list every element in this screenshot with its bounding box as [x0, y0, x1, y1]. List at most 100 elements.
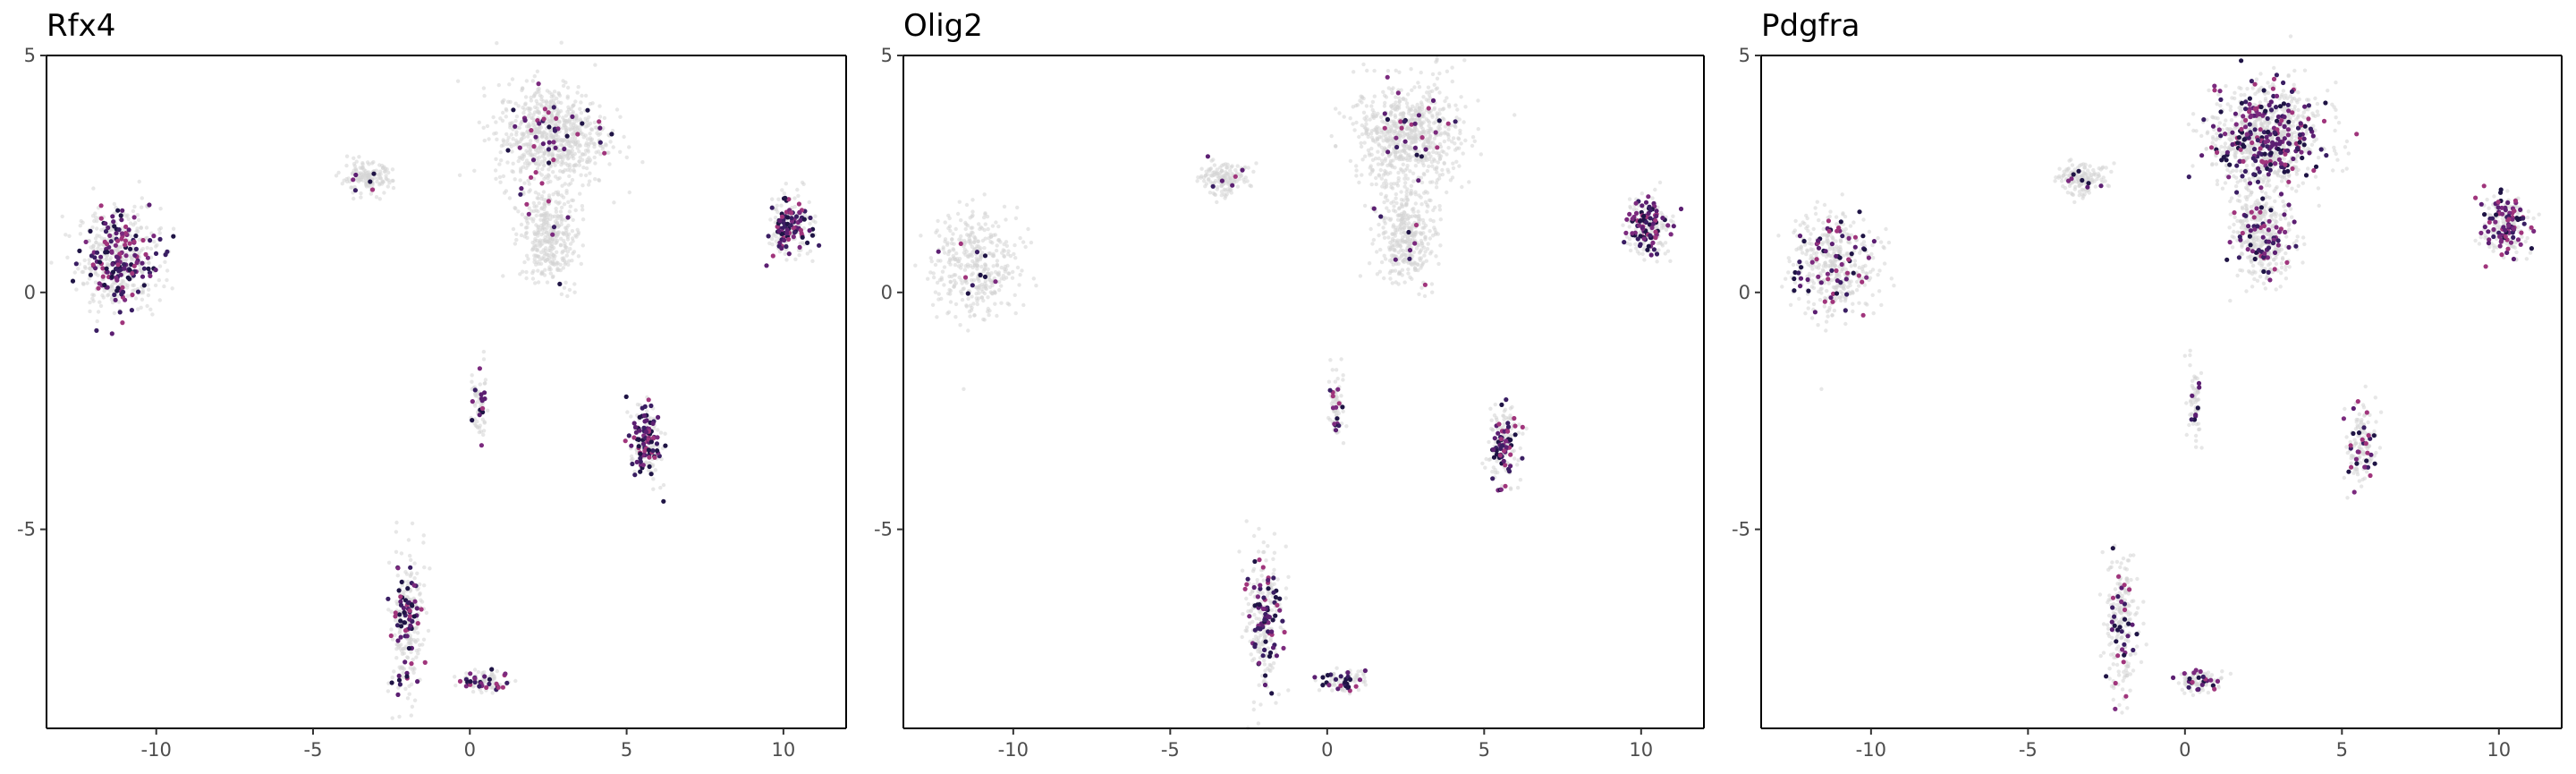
background-cell-point	[414, 625, 419, 630]
background-cell-point	[580, 183, 585, 188]
background-cell-point	[1653, 187, 1657, 192]
background-cell-point	[651, 477, 656, 481]
background-cell-point	[1437, 173, 1442, 177]
expressing-cell-point	[533, 134, 538, 140]
background-cell-point	[1272, 532, 1277, 536]
background-cell-point	[1656, 241, 1660, 246]
background-cell-point	[1420, 130, 1425, 134]
background-cell-point	[811, 218, 816, 223]
background-cell-point	[88, 309, 92, 314]
background-cell-point	[360, 161, 365, 166]
background-cell-point	[513, 101, 518, 106]
expressing-cell-point	[141, 283, 147, 288]
background-cell-point	[1381, 139, 1385, 143]
background-cell-point	[360, 166, 365, 170]
expressing-cell-point	[1623, 230, 1629, 235]
tick-marks	[40, 55, 784, 735]
expressing-cell-point	[116, 227, 122, 233]
expressing-cell-point	[415, 621, 420, 626]
background-cell-point	[990, 241, 995, 245]
background-cell-point	[536, 225, 540, 229]
expressing-cell-point	[529, 174, 534, 180]
background-cell-point	[1410, 262, 1414, 267]
background-cell-point	[1233, 167, 1238, 173]
background-cell-point	[1360, 173, 1364, 177]
background-cell-point	[578, 155, 582, 160]
background-cell-point	[1374, 175, 1378, 181]
background-cell-point	[527, 182, 531, 186]
background-cell-point	[999, 276, 1004, 281]
background-cell-point	[497, 162, 502, 166]
background-cell-point	[1417, 106, 1422, 110]
expressing-cell-point	[504, 680, 510, 685]
background-cell-point	[504, 189, 509, 193]
background-cell-point	[1516, 458, 1521, 463]
background-cell-point	[1400, 204, 1405, 209]
expressing-cell-point	[1423, 147, 1428, 152]
background-cell-point	[987, 309, 992, 313]
background-cell-point	[1026, 226, 1030, 232]
background-cell-point	[1376, 162, 1381, 166]
background-cell-point	[579, 261, 583, 267]
expressing-cell-point	[626, 433, 631, 438]
background-cell-point	[606, 150, 611, 155]
background-cell-point	[542, 213, 547, 217]
background-cell-point	[986, 295, 990, 300]
expressing-cell-point	[1430, 98, 1436, 103]
background-cell-point	[1402, 210, 1407, 215]
background-cell-point	[965, 262, 970, 267]
background-cell-point	[964, 222, 969, 226]
expressing-cell-point	[148, 238, 153, 243]
background-cell-point	[570, 198, 574, 202]
background-cell-point	[481, 357, 487, 361]
background-cell-point	[551, 134, 555, 139]
background-cell-point	[478, 382, 482, 387]
background-cell-point	[1021, 302, 1026, 308]
background-cell-point	[1423, 223, 1428, 228]
expressing-cell-point	[1416, 113, 1421, 118]
background-cell-point	[1454, 115, 1459, 120]
background-cell-point	[1432, 136, 1437, 141]
background-cell-point	[1384, 170, 1388, 174]
background-cell-point	[1362, 679, 1368, 684]
background-cell-point	[509, 132, 514, 137]
expressing-cell-point	[94, 250, 100, 255]
expressing-cell-point	[141, 266, 147, 271]
background-cell-point	[1515, 463, 1520, 467]
background-cell-point	[1445, 69, 1450, 74]
background-cell-point	[549, 251, 555, 256]
background-cell-point	[1476, 127, 1481, 132]
background-cell-point	[537, 191, 541, 197]
expressing-cell-point	[647, 464, 652, 470]
background-cell-point	[536, 158, 540, 163]
background-cell-point	[163, 259, 167, 264]
background-cell-point	[1240, 634, 1244, 640]
expressing-cell-point	[115, 208, 121, 213]
background-cell-point	[1416, 81, 1420, 85]
background-cell-point	[498, 116, 503, 121]
background-cell-point	[477, 120, 481, 124]
background-cell-point	[1463, 138, 1468, 143]
background-cell-point	[481, 125, 486, 130]
expression-points	[70, 81, 822, 698]
background-cell-point	[564, 244, 568, 250]
background-cell-point	[533, 91, 538, 96]
background-cell-point	[410, 521, 415, 526]
expressing-cell-point	[638, 451, 643, 456]
background-cell-point	[412, 667, 417, 671]
background-cell-point	[1665, 249, 1671, 253]
background-cell-point	[1342, 115, 1346, 119]
background-cell-point	[997, 279, 1002, 285]
background-cell-point	[561, 195, 566, 200]
background-cell-point	[1393, 268, 1398, 273]
background-cell-point	[415, 571, 419, 575]
background-cell-point	[1413, 164, 1419, 168]
background-cell-point	[1436, 261, 1441, 267]
background-cell-point	[1370, 157, 1376, 162]
background-cell-point	[549, 255, 554, 259]
background-cell-point	[513, 206, 518, 211]
background-cell-point	[507, 82, 512, 87]
background-cell-point	[652, 426, 657, 430]
background-cell-point	[532, 230, 537, 234]
background-cell-point	[416, 631, 420, 635]
